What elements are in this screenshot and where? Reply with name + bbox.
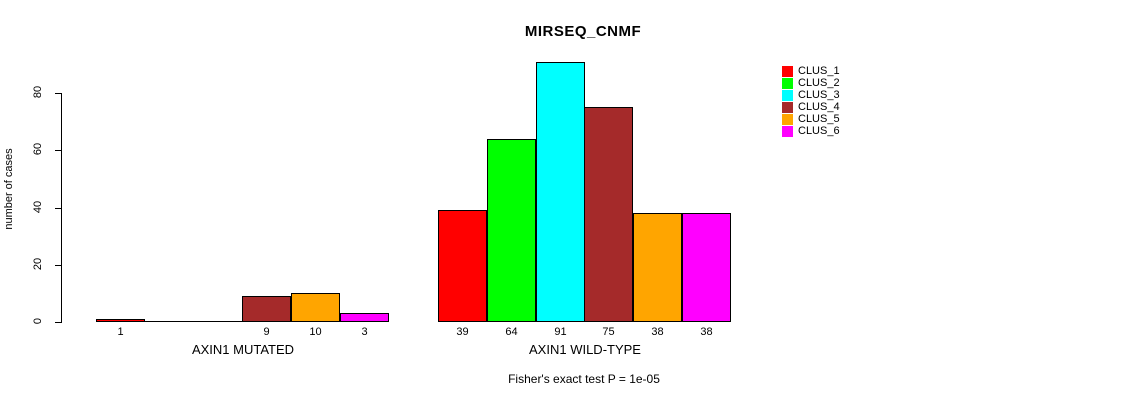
y-tick-mark <box>55 208 61 209</box>
bar-value-label: 9 <box>263 326 270 338</box>
bar-value-label: 38 <box>700 326 713 338</box>
bar <box>584 107 633 322</box>
bar <box>96 319 145 322</box>
bar-value-label: 39 <box>456 326 469 338</box>
y-tick-mark <box>55 93 61 94</box>
group-label: AXIN1 WILD-TYPE <box>529 342 641 357</box>
bar-value-label: 10 <box>309 326 322 338</box>
y-tick-label: 40 <box>32 200 44 214</box>
y-tick-label: 0 <box>32 317 44 325</box>
bar <box>291 293 340 322</box>
legend-item-label: CLUS_2 <box>798 77 840 89</box>
bar-value-label: 38 <box>651 326 664 338</box>
bar <box>682 213 731 322</box>
bar <box>340 313 389 322</box>
legend-swatch <box>782 66 793 77</box>
y-tick-mark <box>55 150 61 151</box>
legend-swatch <box>782 114 793 125</box>
bar <box>536 62 585 322</box>
legend-item-label: CLUS_5 <box>798 113 840 125</box>
bar <box>438 210 487 322</box>
bar-value-label: 75 <box>602 326 615 338</box>
legend-item-label: CLUS_1 <box>798 65 840 77</box>
legend-swatch <box>782 126 793 137</box>
bar-value-label: 3 <box>361 326 368 338</box>
y-tick-label: 80 <box>32 85 44 99</box>
legend-item-label: CLUS_3 <box>798 89 840 101</box>
bar-zero-line <box>145 321 194 322</box>
legend-item-label: CLUS_4 <box>798 101 840 113</box>
bar <box>633 213 682 322</box>
y-axis-label: number of cases <box>3 148 15 230</box>
bar-value-label: 1 <box>117 326 124 338</box>
bar-value-label: 64 <box>505 326 518 338</box>
bar <box>487 139 536 322</box>
bar-value-label: 91 <box>554 326 567 338</box>
y-tick-mark <box>55 322 61 323</box>
bar <box>242 296 291 322</box>
annotation-caption: Fisher's exact test P = 1e-05 <box>508 372 660 386</box>
y-axis-line <box>61 93 62 323</box>
y-tick-mark <box>55 265 61 266</box>
bar-zero-line <box>194 321 243 322</box>
y-tick-label: 60 <box>32 142 44 156</box>
legend-item-label: CLUS_6 <box>798 125 840 137</box>
chart-title: MIRSEQ_CNMF <box>524 23 642 40</box>
legend-swatch <box>782 102 793 113</box>
group-label: AXIN1 MUTATED <box>191 342 295 357</box>
legend-swatch <box>782 90 793 101</box>
legend-swatch <box>782 78 793 89</box>
y-tick-label: 20 <box>32 257 44 271</box>
